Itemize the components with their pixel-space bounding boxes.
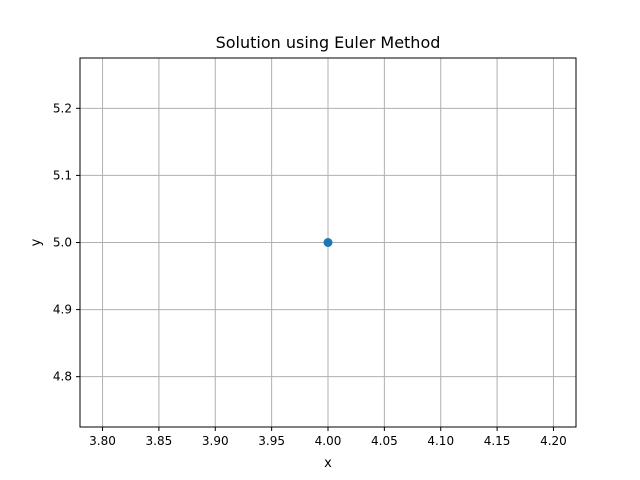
x-tick-label: 3.95 [258, 434, 285, 448]
x-tick-label: 4.20 [540, 434, 567, 448]
y-tick-label: 5.1 [53, 168, 72, 182]
x-tick-label: 3.85 [146, 434, 173, 448]
y-axis-label: y [29, 238, 44, 246]
chart-title: Solution using Euler Method [216, 33, 441, 52]
data-points [323, 238, 333, 247]
x-tick-label: 4.10 [427, 434, 454, 448]
x-tick-label: 4.00 [315, 434, 342, 448]
y-tick-label: 4.9 [53, 303, 72, 317]
x-axis-label: x [324, 456, 332, 471]
y-tick-label: 5.0 [53, 236, 72, 250]
plot-frame [79, 57, 577, 428]
x-tick-label: 3.80 [89, 434, 116, 448]
x-tick-label: 3.90 [202, 434, 229, 448]
y-tick-label: 5.2 [53, 101, 72, 115]
ticks: 3.80 3.85 3.90 3.95 4.00 4.05 4.10 4.15 4.20 4.8 4… [53, 101, 567, 448]
data-point [323, 238, 333, 247]
x-tick-label: 4.15 [484, 434, 511, 448]
x-tick-label: 4.05 [371, 434, 398, 448]
y-tick-label: 4.8 [53, 370, 72, 384]
